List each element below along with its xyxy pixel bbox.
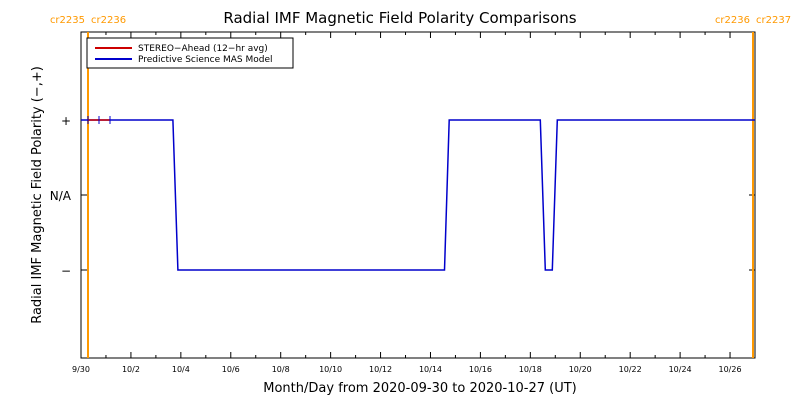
rotation-label-left: cr2236 bbox=[715, 15, 750, 26]
plot-frame bbox=[80, 31, 756, 359]
y-tick-label: − bbox=[61, 264, 71, 278]
y-axis-label: Radial IMF Magnetic Field Polarity (−,+) bbox=[30, 66, 45, 324]
x-tick-label: 9/30 bbox=[72, 365, 90, 374]
series-line-mas-model bbox=[81, 119, 755, 271]
x-tick-label: 10/18 bbox=[519, 365, 542, 374]
x-tick-label: 10/26 bbox=[719, 365, 742, 374]
rotation-label-right: cr2236 bbox=[91, 15, 126, 26]
y-tick-label: + bbox=[61, 114, 71, 128]
x-tick-label: 10/16 bbox=[469, 365, 492, 374]
legend-label-stereo: STEREO−Ahead (12−hr avg) bbox=[138, 44, 268, 54]
x-tick-label: 10/2 bbox=[122, 365, 140, 374]
x-tick-label: 10/24 bbox=[669, 365, 692, 374]
x-tick-label: 10/10 bbox=[319, 365, 342, 374]
x-tick-label: 10/22 bbox=[619, 365, 642, 374]
x-tick-label: 10/8 bbox=[272, 365, 290, 374]
x-tick-label: 10/4 bbox=[172, 365, 190, 374]
x-tick-label: 10/14 bbox=[419, 365, 442, 374]
y-tick-label: N/A bbox=[50, 189, 72, 203]
x-axis-label: Month/Day from 2020-09-30 to 2020-10-27 … bbox=[263, 381, 576, 396]
x-tick-label: 10/6 bbox=[222, 365, 240, 374]
rotation-label-left: cr2235 bbox=[50, 15, 85, 26]
x-tick-label: 10/12 bbox=[369, 365, 392, 374]
legend-label-mas: Predictive Science MAS Model bbox=[138, 55, 273, 65]
chart-title: Radial IMF Magnetic Field Polarity Compa… bbox=[223, 9, 576, 27]
legend-box bbox=[86, 37, 294, 69]
rotation-label-right: cr2237 bbox=[756, 15, 791, 26]
x-tick-label: 10/20 bbox=[569, 365, 592, 374]
